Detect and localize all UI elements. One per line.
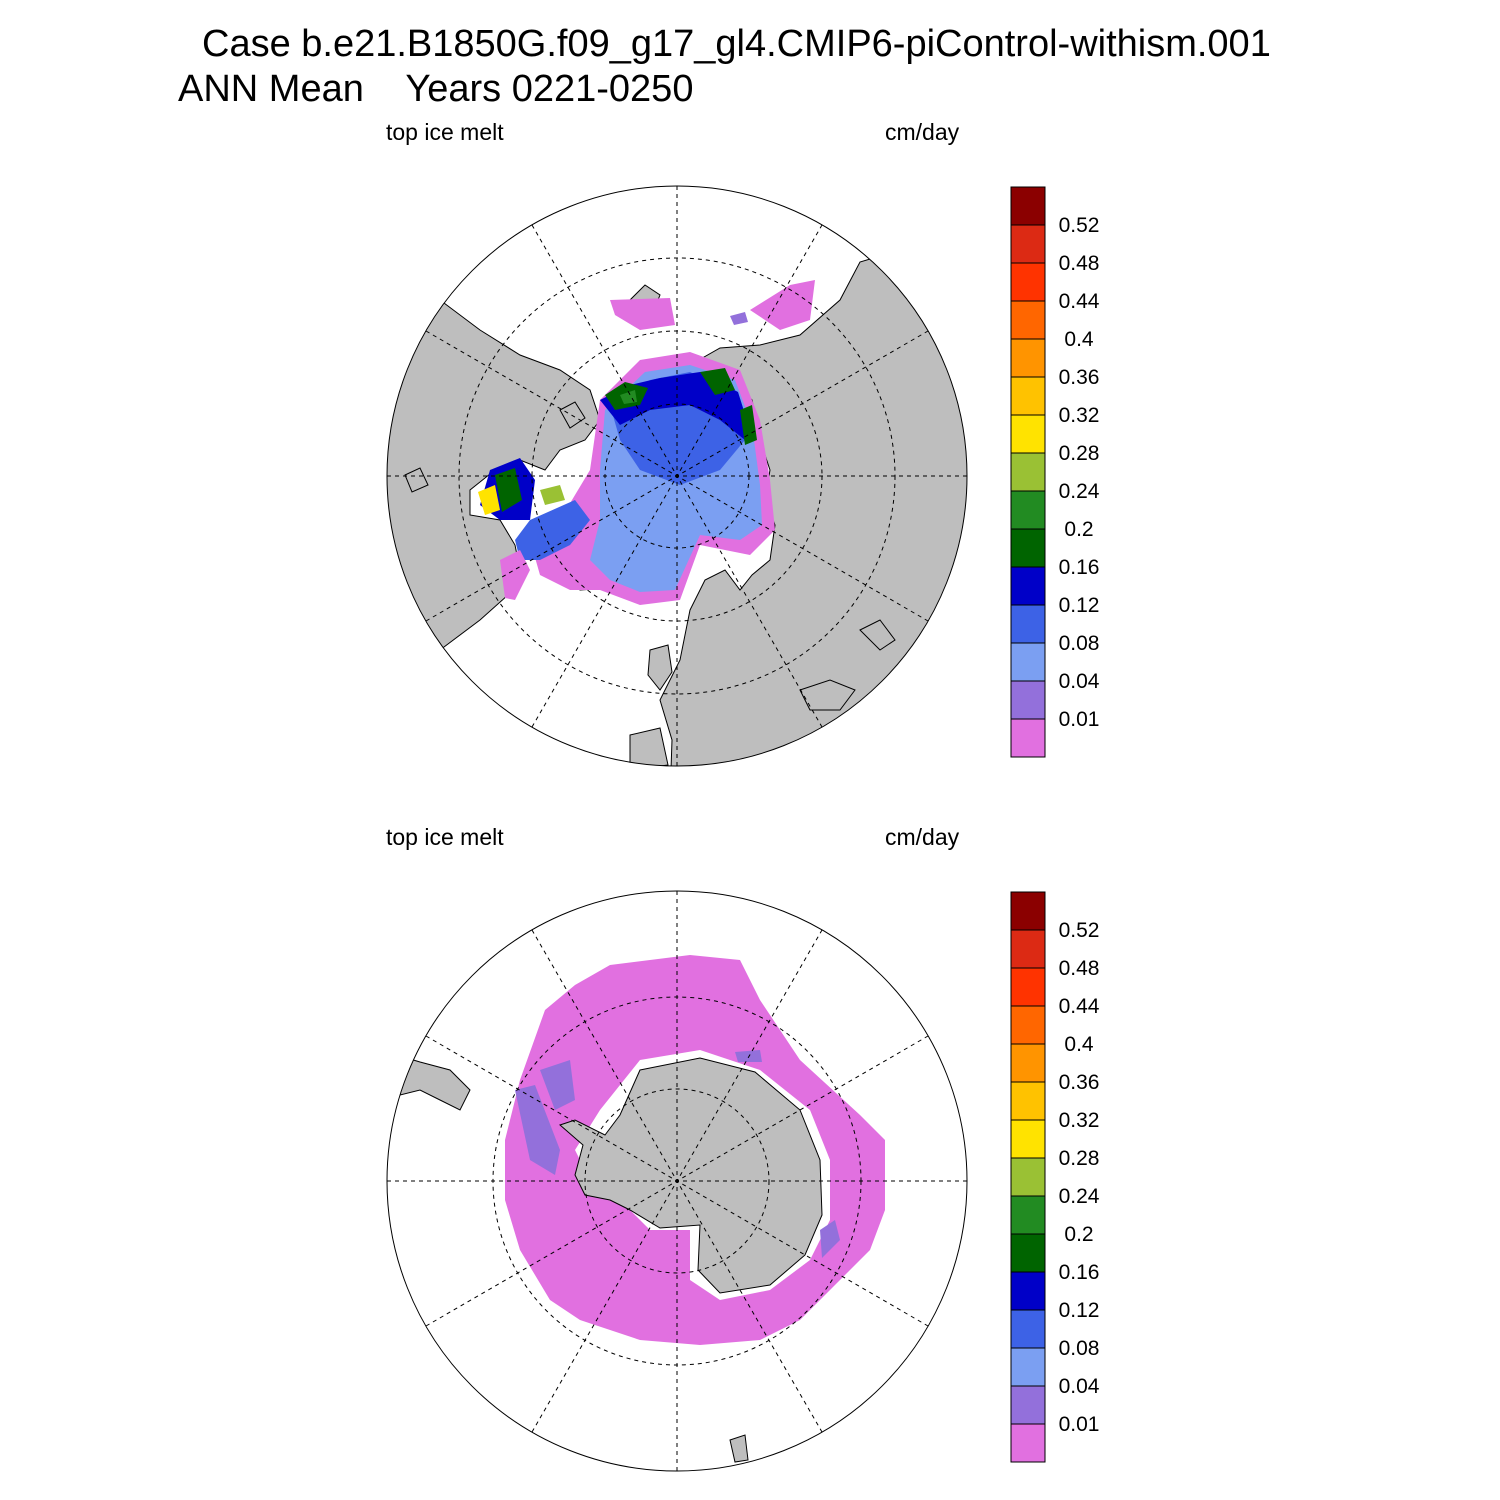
north-colorbar-box — [1010, 262, 1046, 302]
south-polar-map — [386, 890, 968, 1472]
north-colorbar-tick-label: 0.2 — [1064, 518, 1093, 541]
north-colorbar-box — [1010, 338, 1046, 378]
north-colorbar-box — [1010, 604, 1046, 644]
figure-title: Case b.e21.B1850G.f09_g17_gl4.CMIP6-piCo… — [202, 23, 1271, 65]
south-colorbar-tick-label: 0.01 — [1059, 1413, 1100, 1436]
south-units-label: cm/day — [885, 824, 960, 850]
south-colorbar-box — [1010, 1233, 1046, 1273]
south-colorbar-tick-label: 0.04 — [1059, 1375, 1100, 1398]
north-variable-label: top ice melt — [386, 119, 504, 145]
north-map-border — [386, 185, 968, 767]
south-colorbar-tick-label: 0.08 — [1059, 1337, 1100, 1360]
north-colorbar-tick-label: 0.12 — [1059, 594, 1100, 617]
north-colorbar-tick-label: 0.08 — [1059, 632, 1100, 655]
north-colorbar-tick-label: 0.48 — [1059, 252, 1100, 275]
north-colorbar-tick-label: 0.32 — [1059, 404, 1100, 427]
north-colorbar-box — [1010, 300, 1046, 340]
north-colorbar-box — [1010, 224, 1046, 264]
south-colorbar-tick-label: 0.2 — [1064, 1223, 1093, 1246]
north-colorbar-box — [1010, 718, 1046, 758]
north-colorbar-box — [1010, 186, 1046, 226]
south-colorbar-tick-label: 0.52 — [1059, 919, 1100, 942]
south-colorbar-tick-label: 0.32 — [1059, 1109, 1100, 1132]
north-colorbar-tick-label: 0.36 — [1059, 366, 1100, 389]
south-colorbar-tick-label: 0.36 — [1059, 1071, 1100, 1094]
north-colorbar-box — [1010, 528, 1046, 568]
south-variable-label: top ice melt — [386, 824, 504, 850]
north-colorbar-box — [1010, 376, 1046, 416]
south-colorbar-tick-label: 0.12 — [1059, 1299, 1100, 1322]
south-ice-field — [505, 955, 885, 1345]
south-colorbar-box — [1010, 1119, 1046, 1159]
north-colorbar-tick-label: 0.24 — [1059, 480, 1100, 503]
north-colorbar-tick-label: 0.4 — [1064, 328, 1094, 351]
south-colorbar-box — [1010, 1043, 1046, 1083]
north-colorbar-box — [1010, 452, 1046, 492]
south-colorbar-box — [1010, 1309, 1046, 1349]
south-colorbar: 0.01 0.04 0.08 0.12 0.16 0.2 0.24 0.28 0.32 0.36 0… — [1010, 891, 1100, 1463]
north-graticule — [387, 186, 967, 766]
figure-subtitle: ANN Mean Years 0221-0250 — [178, 68, 694, 110]
north-colorbar-box — [1010, 490, 1046, 530]
north-colorbar-box — [1010, 566, 1046, 606]
south-colorbar-box — [1010, 1423, 1046, 1463]
north-colorbar-tick-label: 0.04 — [1059, 670, 1100, 693]
north-colorbar-box — [1010, 680, 1046, 720]
north-colorbar-tick-label: 0.52 — [1059, 214, 1100, 237]
south-map-border — [386, 890, 968, 1472]
south-colorbar-box — [1010, 1081, 1046, 1121]
south-colorbar-box — [1010, 1271, 1046, 1311]
south-colorbar-tick-label: 0.44 — [1059, 995, 1100, 1018]
north-colorbar-box — [1010, 642, 1046, 682]
south-colorbar-box — [1010, 1157, 1046, 1197]
south-colorbar-box — [1010, 891, 1046, 931]
north-colorbar-tick-label: 0.44 — [1059, 290, 1100, 313]
south-colorbar-tick-label: 0.16 — [1059, 1261, 1100, 1284]
south-colorbar-box — [1010, 1005, 1046, 1045]
north-colorbar: 0.01 0.04 0.08 0.12 0.16 0.2 0.24 0.28 0.32 0.36 0… — [1010, 186, 1100, 758]
north-polar-map — [386, 185, 968, 767]
south-colorbar-box — [1010, 1347, 1046, 1387]
south-colorbar-tick-label: 0.48 — [1059, 957, 1100, 980]
south-colorbar-box — [1010, 1195, 1046, 1235]
north-colorbar-tick-label: 0.28 — [1059, 442, 1100, 465]
south-colorbar-tick-label: 0.28 — [1059, 1147, 1100, 1170]
south-colorbar-box — [1010, 967, 1046, 1007]
south-graticule — [387, 891, 967, 1471]
north-colorbar-tick-label: 0.01 — [1059, 708, 1100, 731]
south-colorbar-box — [1010, 929, 1046, 969]
north-colorbar-box — [1010, 414, 1046, 454]
north-colorbar-tick-label: 0.16 — [1059, 556, 1100, 579]
south-colorbar-tick-label: 0.24 — [1059, 1185, 1100, 1208]
south-colorbar-tick-label: 0.4 — [1064, 1033, 1094, 1056]
north-units-label: cm/day — [885, 119, 960, 145]
south-colorbar-box — [1010, 1385, 1046, 1425]
